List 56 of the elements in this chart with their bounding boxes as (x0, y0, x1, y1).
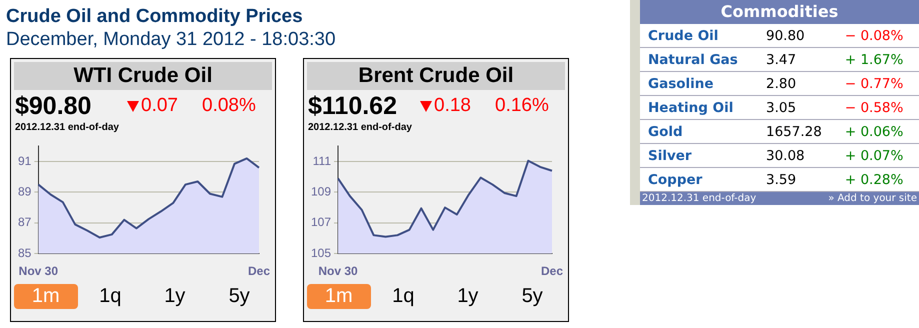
text: Crude Oil and Commodity Prices (6, 6, 304, 28)
text: 2012.12.31 end-of-day (642, 193, 756, 204)
chart-title: Brent Crude Oil (307, 62, 565, 90)
text: 5y (228, 284, 251, 309)
category-label: Copper (640, 168, 758, 192)
y-tick-label: 87 (18, 215, 32, 230)
text: 2012.12.31 end-of-day (14, 122, 120, 135)
text: 0.08% (202, 95, 256, 117)
text: 1m (14, 284, 78, 309)
category-label: Gold (640, 120, 758, 144)
y-tick-label: 111 (312, 154, 332, 168)
data-label: 30.08 (758, 144, 837, 168)
data-label: − 0.08% (836, 24, 919, 48)
text: 1m (307, 284, 370, 309)
data-label: + 0.06% (836, 120, 919, 144)
data-label: + 1.67% (836, 48, 919, 72)
text: 1q (98, 284, 122, 309)
data-label: 90.80 (758, 24, 837, 48)
category-label: Natural Gas (640, 48, 758, 72)
y-tick-label: 89 (18, 184, 32, 199)
y-tick-label: 85 (18, 246, 32, 260)
data-label: 3.47 (758, 48, 837, 72)
text: 1y (163, 284, 186, 309)
data-label: − 0.58% (836, 96, 919, 120)
data-label: 3.59 (758, 168, 837, 192)
data-label: + 0.07% (836, 144, 919, 168)
text: 1q (391, 284, 416, 309)
text: 1y (456, 284, 480, 309)
text: 2012.12.31 end-of-day (307, 122, 413, 135)
data-label: 3.05 (758, 96, 837, 120)
text: » Add to your site (828, 193, 917, 204)
y-tick-label: 107 (310, 215, 332, 230)
data-label: 1657.28 (758, 120, 837, 144)
text: 0.18 (434, 95, 471, 117)
y-tick-label: 109 (310, 184, 332, 199)
category-label: Silver (640, 144, 758, 168)
x-tick-label: Dec (540, 264, 564, 278)
x-tick-label: Nov 30 (18, 264, 58, 278)
x-tick-label: Nov 30 (318, 264, 358, 278)
data-label: − 0.77% (836, 72, 919, 96)
x-tick-label: Dec (248, 264, 270, 278)
text: $110.62 (308, 92, 398, 120)
text: Commodities (640, 0, 919, 24)
chart-title: WTI Crude Oil (14, 62, 272, 90)
category-label: Gasoline (640, 72, 758, 96)
data-label: 2.80 (758, 72, 837, 96)
text: 5y (520, 284, 544, 309)
category-label: Crude Oil (640, 24, 758, 48)
text: 0.16% (495, 95, 549, 117)
y-tick-label: 91 (18, 154, 32, 168)
data-label: + 0.28% (836, 168, 919, 192)
text: $90.80 (15, 92, 92, 120)
text: December, Monday 31 2012 - 18:03:30 (6, 29, 336, 51)
y-tick-label: 105 (310, 246, 332, 260)
category-label: Heating Oil (640, 96, 758, 120)
text: 0.07 (141, 95, 178, 117)
